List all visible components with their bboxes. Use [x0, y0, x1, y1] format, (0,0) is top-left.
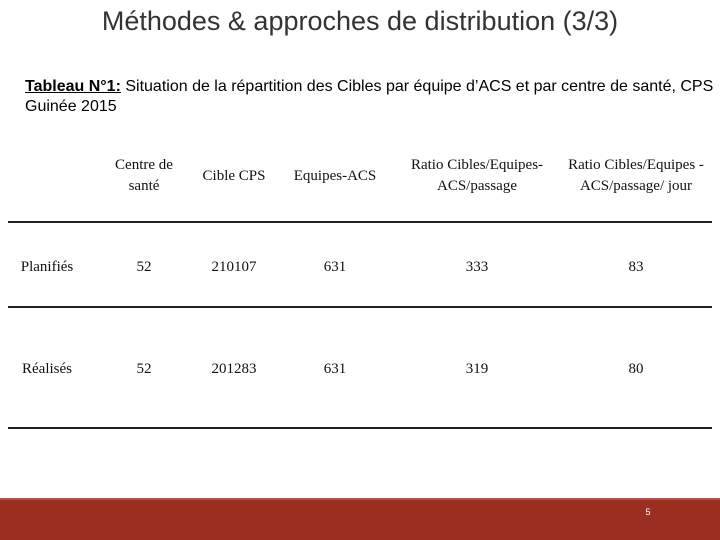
table-cell: 80: [628, 360, 644, 377]
table-rule: [8, 221, 712, 223]
row-label: Réalisés: [22, 360, 72, 377]
table-rule: [8, 306, 712, 308]
slide-title: Méthodes & approches de distribution (3/…: [101, 6, 619, 36]
table-caption: Tableau N°1: Situation de la répartition…: [25, 77, 715, 117]
column-header: Ratio Cibles/Equipes -ACS/passage/ jour: [568, 157, 704, 194]
table-cell: 210107: [211, 258, 257, 275]
column-header: Equipes-ACS: [293, 167, 377, 184]
column-header: Ratio Cibles/Equipes-ACS/passage: [410, 157, 544, 194]
row-label: Planifiés: [20, 258, 74, 275]
table-cell: 83: [628, 258, 644, 275]
table-cell: 631: [323, 360, 347, 377]
table-cell: 52: [136, 258, 152, 275]
table-cell: 319: [465, 360, 489, 377]
table-cell: 201283: [211, 360, 257, 377]
table-cell: 631: [323, 258, 347, 275]
table-cell: 333: [465, 258, 489, 275]
column-header: Cible CPS: [202, 167, 266, 184]
caption-text: Situation de la répartition des Cibles p…: [25, 78, 714, 115]
table-cell: 52: [136, 360, 152, 377]
caption-label: Tableau N°1:: [25, 78, 121, 95]
column-header: Centre de santé: [115, 157, 173, 194]
table-rule: [8, 427, 712, 429]
footer-bar: [0, 498, 720, 540]
page-number: 5: [645, 507, 651, 517]
